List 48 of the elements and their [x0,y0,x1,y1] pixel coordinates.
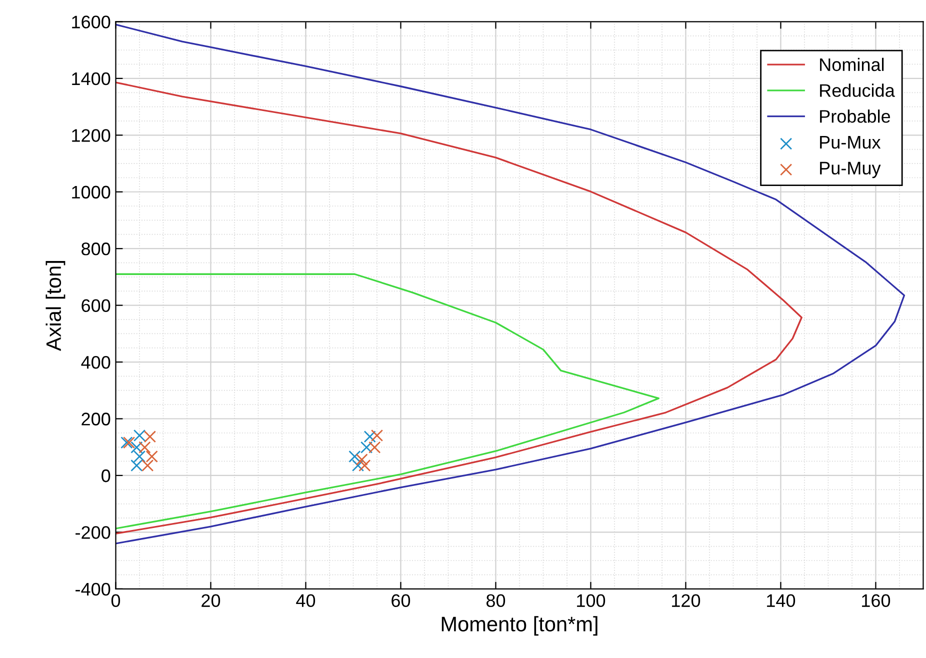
x-tick-label: 160 [862,594,890,608]
point [133,429,146,442]
point [130,459,143,472]
x-tick-label: 140 [767,594,796,608]
point [120,436,133,449]
point [364,430,376,443]
legend-label: Probable [820,110,890,123]
y-tick-label: 600 [82,299,110,312]
y-tick-label: 1400 [72,72,110,86]
point [358,459,371,472]
y-tick-label: 400 [81,356,110,369]
legend-label: Pu-Muy [820,162,881,178]
x-tick-label: 80 [486,594,506,608]
x-tick-label: 60 [392,594,410,608]
legend-label: Reducida [820,84,895,97]
y-axis-title: Axial [ton] [46,261,66,352]
line-series [116,273,660,530]
point [138,441,151,454]
legend-label: Pu-Mux [820,136,881,149]
point [348,450,361,463]
point [144,430,156,443]
point [370,429,384,442]
point [142,459,154,472]
line-series [116,24,906,544]
point [356,454,368,466]
x-tick-label: 20 [202,594,220,608]
y-tick-label: 1000 [72,186,110,199]
y-tick-label: 200 [82,412,110,426]
x-tick-label: 120 [672,594,700,608]
x-axis-title: Momento [ton*m] [442,616,598,636]
y-tick-label: 1600 [72,16,110,28]
x-tick-label: 0 [111,594,120,608]
point [130,441,143,454]
point [360,441,373,454]
y-tick-label: -200 [76,526,110,539]
x-tick-label: 40 [296,594,316,608]
point [133,450,146,463]
point [368,441,381,454]
y-tick-label: 800 [82,242,110,256]
x-tick-label: 100 [577,594,606,608]
line-series [116,82,802,534]
point [122,436,136,449]
point [352,459,364,472]
point [146,450,158,463]
y-tick-label: 0 [102,469,110,482]
y-tick-label: 1200 [72,129,110,142]
legend-label: Nominal [820,58,884,72]
y-tick-label: -400 [76,582,110,596]
